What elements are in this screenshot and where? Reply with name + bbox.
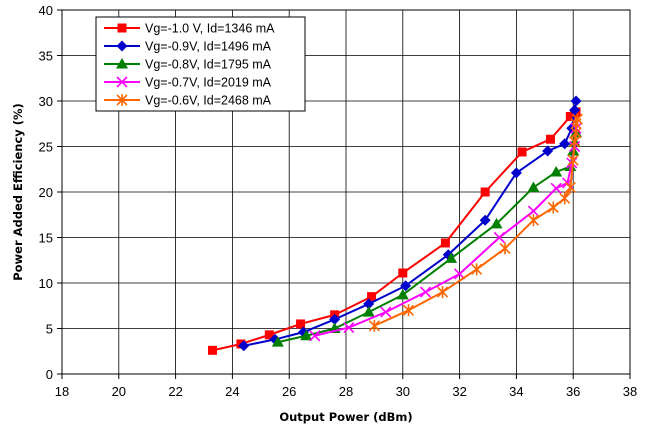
data-point [329,313,341,325]
x-tick-label: 36 [566,384,580,399]
data-point [380,306,392,318]
data-point [440,238,450,248]
data-point [419,286,432,298]
legend-marker [116,94,128,106]
data-point [493,231,505,244]
x-tick-label: 38 [623,384,637,399]
data-point [510,167,522,179]
data-point [566,157,578,169]
data-point [490,217,503,229]
legend-marker [117,23,127,33]
data-point [564,181,576,194]
data-point [296,319,306,329]
data-point [527,181,540,192]
y-tick-label: 20 [39,185,53,200]
y-tick-label: 5 [46,322,53,337]
x-tick-label: 18 [55,384,69,399]
data-point [264,330,274,340]
x-tick-label: 34 [509,384,523,399]
y-tick-label: 35 [39,49,53,64]
data-point [550,165,563,177]
data-point [569,104,581,116]
data-point [362,306,375,317]
legend-label: Vg=-0.7V, Id=2019 mA [145,76,272,90]
data-point [367,292,377,302]
x-axis-title: Output Power (dBm) [279,410,412,424]
data-point [400,280,412,292]
x-tick-label: 28 [339,384,353,399]
data-point [300,329,313,341]
data-point [559,138,571,150]
y-tick-label: 10 [39,276,53,291]
data-point [471,263,483,276]
data-point [436,286,449,299]
data-point [271,336,284,347]
data-point [542,145,554,157]
data-point [445,252,458,263]
x-axis-ticks: 18 20 22 24 26 28 30 32 34 36 38 [55,374,637,399]
data-point [208,345,218,355]
legend-marker [116,58,128,69]
data-point [550,182,562,194]
x-tick-label: 26 [282,384,296,399]
data-point [396,288,409,300]
data-point [527,205,540,217]
x-tick-label: 22 [168,384,182,399]
data-point [479,214,491,226]
y-tick-label: 25 [39,140,53,155]
data-point [527,214,540,227]
data-point [402,304,415,317]
data-point [517,147,527,157]
data-point [343,322,355,334]
series-1 [238,95,582,352]
data-point [398,268,408,278]
y-tick-label: 15 [39,231,53,246]
legend-label: Vg=-1.0 V, Id=1346 mA [145,22,275,36]
data-point [559,192,571,205]
data-point [545,134,555,144]
x-tick-label: 24 [225,384,239,399]
data-point [567,154,579,167]
data-point [499,242,511,255]
data-point [309,330,321,342]
legend-label: Vg=-0.9V, Id=1496 mA [145,40,272,54]
data-point [368,319,380,332]
legend-marker [116,40,128,52]
y-tick-label: 40 [39,3,53,18]
data-point [442,249,454,261]
data-point [454,268,466,280]
data-point [569,135,581,148]
data-point [547,201,559,214]
data-point [480,187,490,197]
y-axis-title: Power Added Efficiency (%) [11,103,25,281]
legend-label: Vg=-0.8V, Id=1795 mA [145,58,272,72]
data-point [571,113,584,126]
x-tick-label: 32 [452,384,466,399]
data-point [238,340,250,352]
y-tick-label: 0 [46,367,53,382]
y-axis-ticks: 0 5 10 15 20 25 30 35 40 [39,3,62,382]
x-tick-label: 30 [396,384,410,399]
data-point [363,298,375,310]
series-4 [368,113,584,332]
y-tick-label: 30 [39,94,53,109]
legend-marker [116,76,128,88]
series-layer [208,95,584,355]
legend-label: Vg=-0.6V, Id=2468 mA [145,94,272,108]
legend: Vg=-1.0 V, Id=1346 mA Vg=-0.9V, Id=1496 m… [95,16,306,112]
x-tick-label: 20 [112,384,126,399]
data-point [570,95,582,107]
